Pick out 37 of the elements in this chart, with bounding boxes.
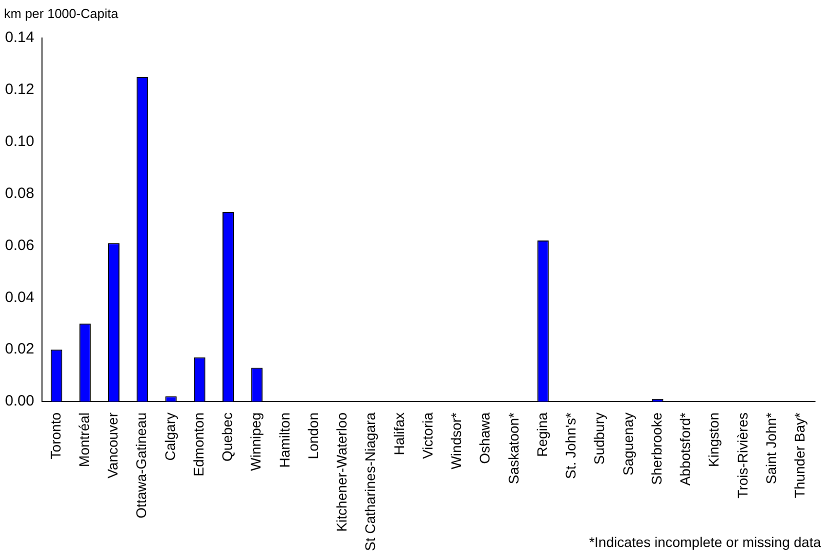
y-tick-label: 0.00 — [4, 392, 34, 410]
x-tick-label: Ottawa-Gatineau — [133, 412, 150, 518]
x-tick-label: Saint John* — [762, 412, 779, 484]
y-tick-label: 0.10 — [4, 132, 34, 150]
y-tick-label: 0.08 — [4, 184, 34, 202]
x-tick-label: Saguenay — [620, 412, 636, 476]
x-tick-label: Montréal — [76, 412, 92, 467]
x-tick-label: Kitchener-Waterloo — [334, 412, 350, 532]
x-tick-label: Toronto — [47, 412, 64, 460]
y-tick-label: 0.06 — [4, 236, 34, 254]
x-tick-label: Saskatoon* — [505, 412, 522, 484]
x-tick-label: Halifax — [390, 412, 407, 456]
y-tick-label: 0.02 — [4, 340, 34, 358]
x-tick-label: Sherbrooke — [648, 412, 664, 485]
x-tick-label: Calgary — [162, 412, 178, 461]
y-tick-label: 0.12 — [4, 81, 34, 98]
x-tick-label: Victoria — [419, 412, 436, 459]
x-tick-label: St. John's* — [562, 412, 579, 479]
x-tick-label: Kingston — [706, 412, 722, 467]
y-tick-label: 0.14 — [4, 29, 34, 46]
x-tick-label: Vancouver — [104, 412, 121, 478]
x-tick-label: Trois-Rivières — [734, 412, 750, 498]
x-tick-label: Windsor* — [448, 412, 464, 470]
text: *Indicates incomplete or missing data — [589, 534, 821, 550]
x-tick-label: Quebec — [219, 412, 236, 462]
x-tick-label: Thunder Bay* — [792, 412, 808, 498]
x-tick-label: Edmonton — [190, 412, 206, 476]
y-axis-title: km per 1000-Capita — [4, 6, 118, 21]
x-tick-label: Hamilton — [276, 412, 292, 468]
x-tick-label: St Catharines-Niagara — [362, 412, 378, 552]
x-tick-label: Sudbury — [591, 412, 608, 465]
x-tick-label: Winnipeg — [248, 412, 264, 471]
x-tick-label: Regina — [534, 412, 550, 457]
y-tick-label: 0.04 — [4, 288, 34, 306]
x-tick-label: Oshawa — [476, 412, 493, 464]
x-tick-label: London — [304, 412, 321, 460]
x-tick-label: Abbotsford* — [677, 412, 694, 486]
